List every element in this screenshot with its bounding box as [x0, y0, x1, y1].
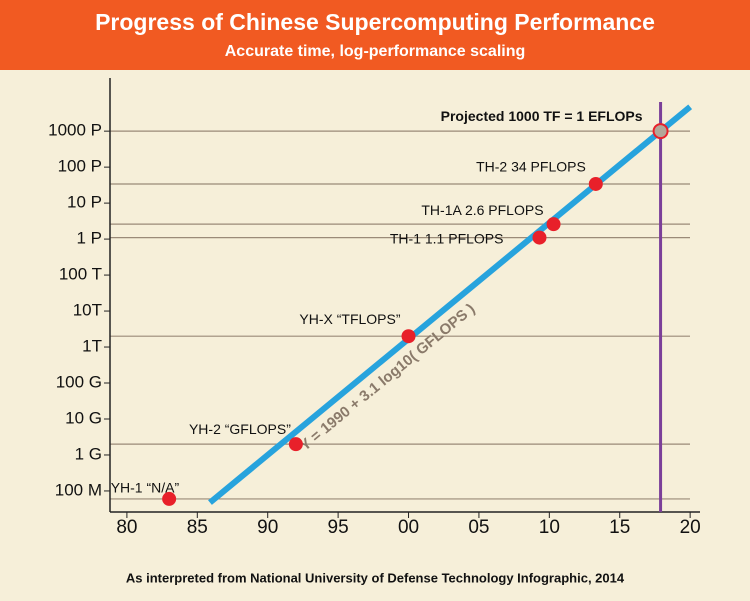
x-tick-label: 95 [328, 517, 349, 538]
x-tick-label: 05 [468, 517, 489, 538]
y-tick-label: 1 G [75, 444, 102, 463]
data-point [162, 491, 177, 506]
x-tick-label: 20 [680, 517, 701, 538]
y-tick-label: 1T [82, 337, 102, 356]
point-label: TH-1 1.1 PFLOPS [390, 230, 504, 246]
data-point [532, 230, 547, 245]
x-tick-label: 00 [398, 517, 419, 538]
y-tick-label: 1 P [76, 229, 102, 248]
x-tick-label: 10 [539, 517, 560, 538]
x-tick-label: 85 [187, 517, 208, 538]
data-point [401, 329, 416, 344]
chart-title: Progress of Chinese Supercomputing Perfo… [95, 9, 655, 35]
data-point [652, 123, 669, 140]
x-tick-label: 80 [116, 517, 137, 538]
data-point [588, 176, 603, 191]
data-point [288, 437, 303, 452]
point-label: YH-1 “N/A” [111, 480, 180, 496]
y-tick-label: 100 P [58, 157, 102, 176]
y-tick-label: 10 G [65, 408, 102, 427]
y-tick-label: 1000 P [48, 121, 102, 140]
point-label: YH-2 “GFLOPS” [189, 421, 291, 437]
header-band [0, 0, 750, 70]
source-note: As interpreted from National University … [126, 570, 625, 585]
point-label: TH-1A 2.6 PFLOPS [421, 202, 543, 218]
point-label: YH-X “TFLOPS” [299, 311, 400, 327]
y-tick-label: 10 P [67, 193, 102, 212]
fit-line [208, 104, 693, 505]
x-tick-label: 90 [257, 517, 278, 538]
y-tick-label: 100 T [59, 265, 102, 284]
y-tick-label: 100 M [55, 480, 102, 499]
point-label: TH-2 34 PFLOPS [476, 159, 586, 175]
data-point [546, 217, 561, 232]
chart-subtitle: Accurate time, log-performance scaling [225, 43, 526, 60]
point-label: Projected 1000 TF = 1 EFLOPs [441, 108, 643, 124]
y-tick-label: 100 G [56, 372, 102, 391]
x-tick-label: 15 [609, 517, 630, 538]
y-tick-label: 10T [73, 301, 102, 320]
